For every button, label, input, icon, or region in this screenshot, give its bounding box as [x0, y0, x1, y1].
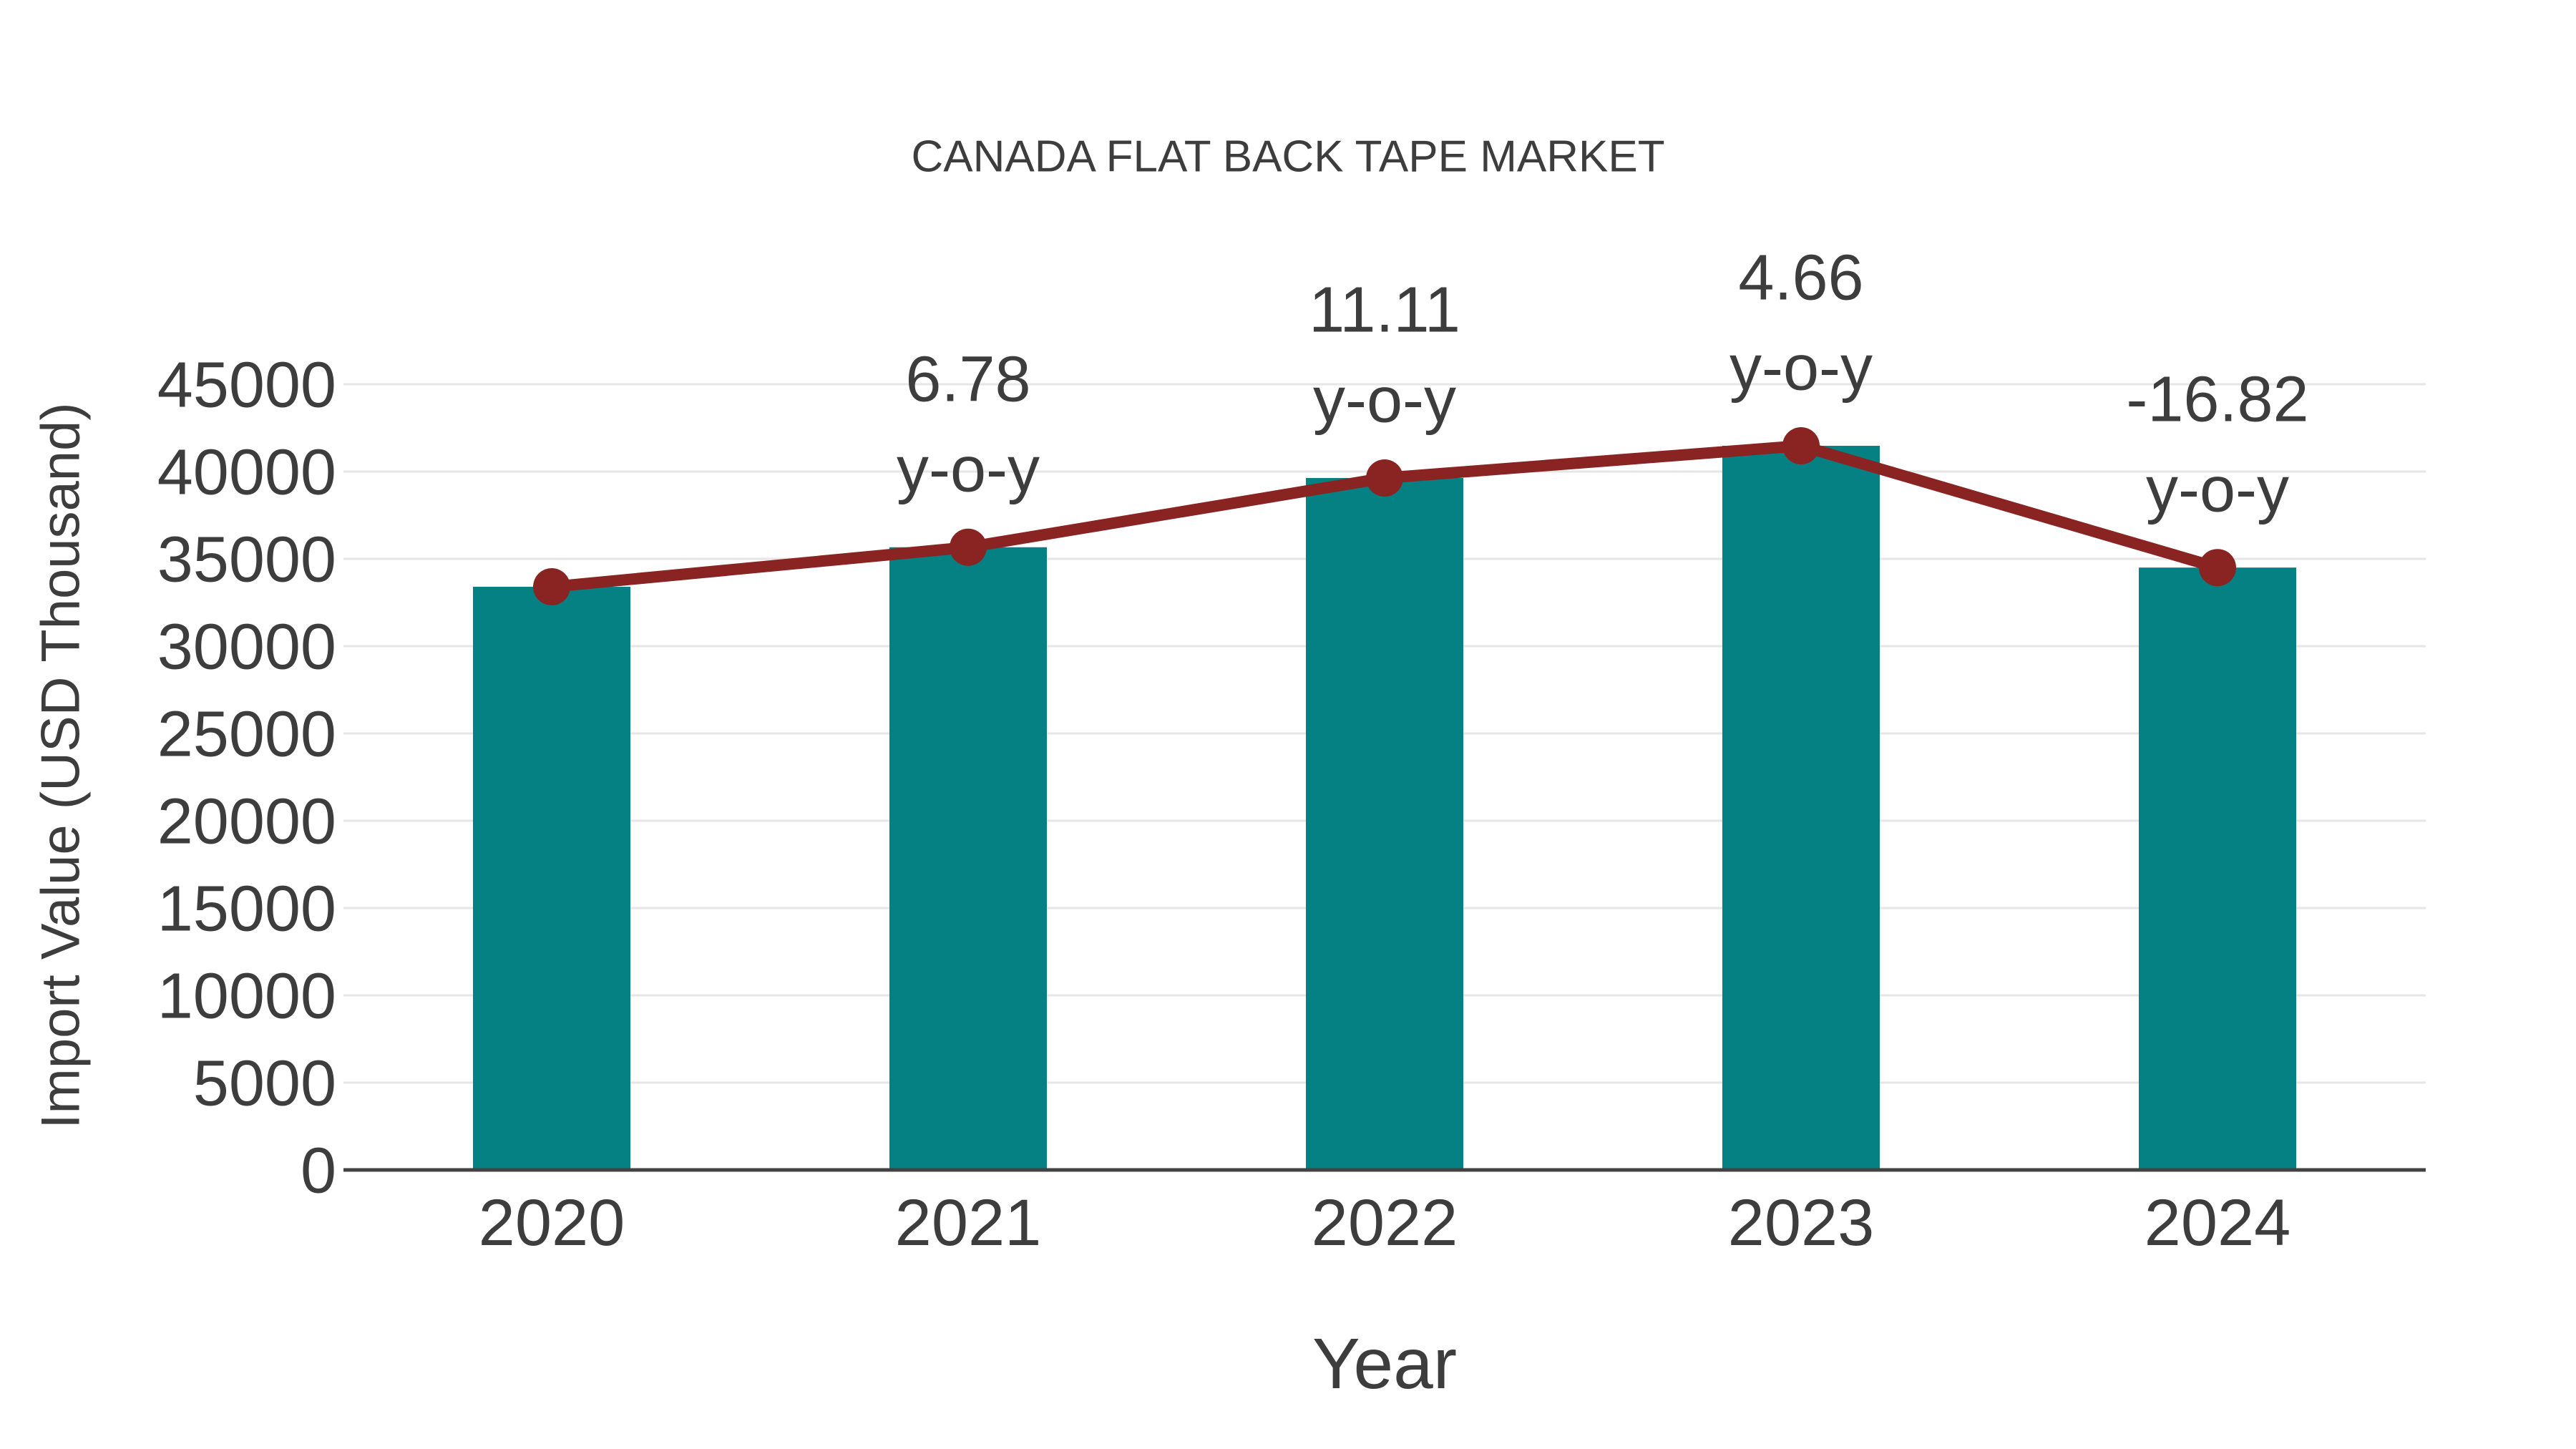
bar-2023: [1722, 446, 1880, 1170]
bar-2021: [889, 547, 1047, 1170]
annotation-2023-line2: y-o-y: [1729, 333, 1873, 404]
y-tick-label-15000: 15000: [157, 874, 336, 945]
annotations: 6.78 y-o-y 11.11 y-o-y 4.66 y-o-y -16.82 y-o-y: [897, 243, 2309, 526]
annotation-2021-line2: y-o-y: [897, 434, 1040, 505]
y-tick-label-40000: 40000: [157, 437, 336, 509]
marker-2020: [533, 568, 570, 606]
bars: [473, 446, 2296, 1170]
y-tick-label-0: 0: [301, 1136, 336, 1207]
y-tick-label-45000: 45000: [157, 350, 336, 421]
bar-2022: [1306, 478, 1463, 1170]
y-tick-label-30000: 30000: [157, 612, 336, 683]
x-tick-label-2024: 2024: [2145, 1186, 2291, 1259]
marker-2024: [2199, 549, 2236, 587]
annotation-2024-line1: -16.82: [2126, 364, 2308, 436]
y-tick-labels: 0 5000 10000 15000 20000 25000 30000 35000 40000…: [157, 350, 336, 1207]
y-axis-title: Import Value (USD Thousand): [31, 402, 92, 1128]
annotation-2021-line1: 6.78: [905, 343, 1030, 415]
y-tick-label-25000: 25000: [157, 699, 336, 771]
bar-2020: [473, 587, 630, 1170]
annotation-2022-line1: 11.11: [1309, 275, 1460, 346]
marker-2022: [1366, 459, 1403, 497]
annotation-2024-line2: y-o-y: [2146, 454, 2289, 526]
y-tick-label-10000: 10000: [157, 961, 336, 1033]
chart-title: CANADA FLAT BACK TAPE MARKET: [911, 132, 1664, 182]
x-tick-labels: 2020 2021 2022 2023 2024: [479, 1186, 2291, 1259]
y-tick-label-35000: 35000: [157, 525, 336, 596]
bar-2024: [2139, 567, 2296, 1170]
annotation-2023-line1: 4.66: [1738, 243, 1863, 314]
marker-2023: [1782, 427, 1820, 465]
marker-2021: [950, 528, 987, 566]
y-tick-label-20000: 20000: [157, 786, 336, 858]
y-tick-label-5000: 5000: [193, 1048, 336, 1120]
annotation-2022-line2: y-o-y: [1313, 365, 1456, 436]
x-tick-label-2023: 2023: [1728, 1186, 1875, 1259]
x-tick-label-2020: 2020: [479, 1186, 625, 1259]
x-axis-title: Year: [1312, 1324, 1457, 1404]
x-tick-label-2022: 2022: [1312, 1186, 1458, 1259]
x-tick-label-2021: 2021: [895, 1186, 1042, 1259]
line-series: [533, 427, 2236, 606]
